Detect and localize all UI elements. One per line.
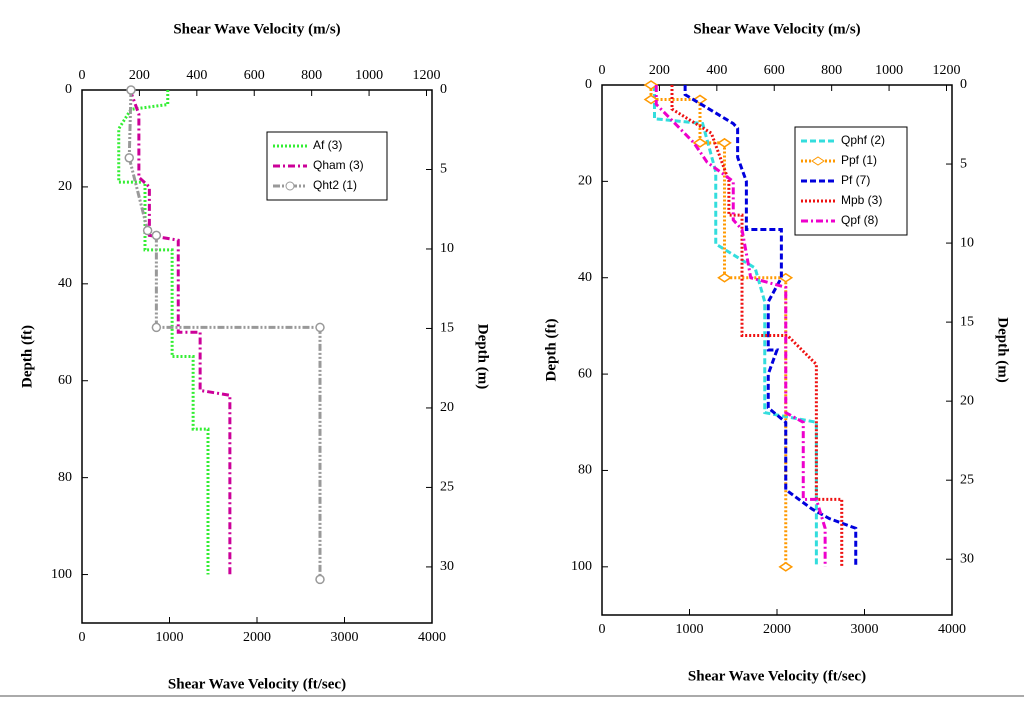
- marker: [717, 272, 732, 283]
- y-axis-title: Depth (ft): [543, 319, 559, 382]
- x2-tick-label: 200: [129, 68, 150, 83]
- y-tick-label: 20: [58, 179, 72, 194]
- legend-label: Mpb (3): [841, 193, 882, 207]
- y2-tick-label: 20: [960, 393, 974, 408]
- y2-tick-label: 0: [440, 82, 447, 97]
- series-line: [670, 85, 844, 567]
- y-tick-label: 60: [578, 366, 592, 381]
- x2-tick-label: 0: [79, 68, 86, 83]
- y-tick-label: 80: [58, 470, 72, 485]
- x-tick-label: 1000: [676, 622, 704, 637]
- x-tick-label: 0: [79, 630, 86, 645]
- y2-tick-label: 25: [960, 472, 974, 487]
- y-tick-label: 100: [51, 567, 72, 582]
- x-tick-label: 2000: [243, 630, 271, 645]
- y2-tick-label: 0: [960, 77, 967, 92]
- x2-axis-title: Shear Wave Velocity (m/s): [173, 21, 340, 37]
- marker: [315, 574, 325, 585]
- x2-tick-label: 1200: [412, 68, 440, 83]
- x2-tick-label: 400: [706, 63, 727, 78]
- legend-label: Qpf (8): [841, 213, 878, 227]
- legend-label: Ppf (1): [841, 153, 877, 167]
- y2-tick-label: 10: [960, 235, 974, 250]
- y2-tick-label: 30: [960, 551, 974, 566]
- x2-tick-label: 800: [301, 68, 322, 83]
- legend-marker: [285, 181, 295, 191]
- x2-tick-label: 600: [244, 68, 265, 83]
- series-line: [653, 85, 818, 567]
- marker: [124, 153, 134, 163]
- marker: [692, 94, 708, 105]
- x2-tick-label: 800: [821, 63, 842, 78]
- y2-tick-label: 15: [960, 314, 974, 329]
- y-tick-label: 40: [58, 276, 72, 291]
- x2-tick-label: 200: [649, 63, 670, 78]
- x2-axis-title: Shear Wave Velocity (m/s): [693, 21, 860, 37]
- y-tick-label: 80: [578, 463, 592, 478]
- marker: [126, 85, 136, 95]
- y2-tick-label: 5: [440, 162, 447, 177]
- legend-label: Qht2 (1): [313, 178, 357, 192]
- y-tick-label: 0: [585, 77, 592, 92]
- x2-tick-label: 1000: [355, 68, 383, 83]
- y2-axis-title: Depth (m): [475, 324, 491, 389]
- y-tick-label: 0: [65, 82, 72, 97]
- marker: [151, 230, 162, 241]
- x-tick-label: 0: [599, 622, 606, 637]
- marker: [778, 561, 794, 572]
- marker: [142, 225, 153, 236]
- legend-label: Af (3): [313, 138, 342, 152]
- legend-label: Qphf (2): [841, 133, 885, 147]
- x-tick-label: 2000: [763, 622, 791, 637]
- x-axis-title: Shear Wave Velocity (ft/sec): [168, 676, 346, 692]
- marker: [717, 137, 732, 148]
- y2-axis-title: Depth (m): [995, 317, 1011, 382]
- legend-label: Pf (7): [841, 173, 870, 187]
- y-tick-label: 60: [58, 373, 72, 388]
- legend-marker: [811, 156, 825, 166]
- x2-tick-label: 1000: [875, 63, 903, 78]
- series-line: [128, 89, 232, 575]
- y2-tick-label: 5: [960, 156, 967, 171]
- x-tick-label: 4000: [418, 630, 446, 645]
- x-axis-title: Shear Wave Velocity (ft/sec): [688, 668, 866, 684]
- x2-tick-label: 600: [764, 63, 785, 78]
- x-tick-label: 1000: [156, 630, 184, 645]
- y2-tick-label: 25: [440, 480, 454, 495]
- y2-tick-label: 30: [440, 559, 454, 574]
- series-line: [649, 85, 788, 567]
- series-line: [654, 85, 827, 567]
- marker: [151, 322, 162, 333]
- marker: [778, 272, 794, 283]
- series-line: [117, 90, 210, 575]
- y2-tick-label: 20: [440, 400, 454, 415]
- y-tick-label: 100: [571, 559, 592, 574]
- legend-label: Qham (3): [313, 158, 364, 172]
- x-tick-label: 3000: [331, 630, 359, 645]
- y2-tick-label: 10: [440, 241, 454, 256]
- x-tick-label: 3000: [851, 622, 879, 637]
- x-tick-label: 4000: [938, 622, 966, 637]
- x2-tick-label: 0: [599, 63, 606, 78]
- y-axis-title: Depth (ft): [19, 325, 35, 388]
- x2-tick-label: 1200: [932, 63, 960, 78]
- y-tick-label: 20: [578, 174, 592, 189]
- series-line: [683, 85, 858, 567]
- x2-tick-label: 400: [186, 68, 207, 83]
- y-tick-label: 40: [578, 270, 592, 285]
- marker: [643, 94, 659, 105]
- y2-tick-label: 15: [440, 321, 454, 336]
- marker: [315, 322, 325, 333]
